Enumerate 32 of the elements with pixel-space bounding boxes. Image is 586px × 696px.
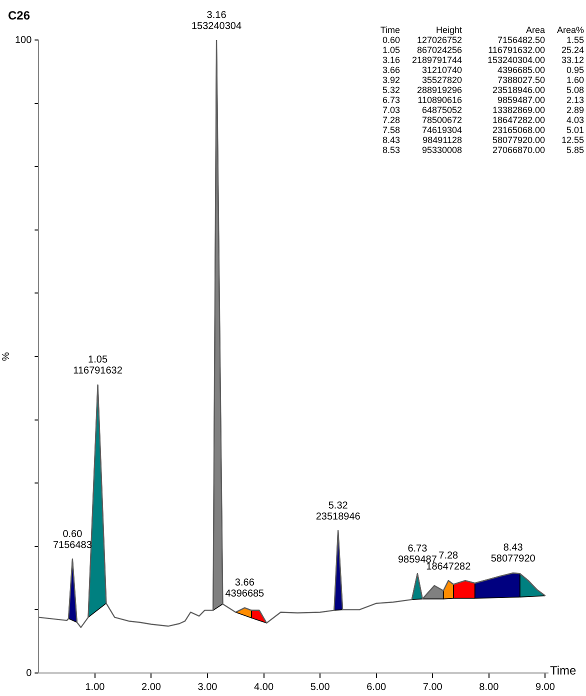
text: 3.66 31210740 4396685.00 0.95 [382, 64, 584, 75]
text: 7.28 78500672 18647282.00 4.03 [382, 114, 584, 125]
text: 1.05 867024256 116791632.00 25.24 [382, 44, 584, 55]
text: 6.73 110890616 9859487.00 2.13 [382, 94, 584, 105]
text: 8.43 98491128 58077920.00 12.55 [382, 134, 584, 145]
text: 0.60 127026752 7156482.50 1.55 [382, 34, 584, 45]
text: 7.03 64875052 13382869.00 2.89 [382, 104, 584, 115]
annotation: 1.05 116791632 [73, 354, 123, 377]
x-tick-label: 5.00 [310, 682, 330, 693]
x-tick-label: 1.00 [85, 682, 106, 693]
text: 3.16 2189791744 153240304.00 33.12 [382, 54, 584, 65]
x-axis-title: Time [550, 663, 577, 678]
text: 3.92 35527820 7388027.50 1.60 [382, 74, 584, 85]
y-tick-label: 0 [26, 668, 32, 679]
x-tick-label: 6.00 [366, 682, 387, 693]
text: Time Height Area Area% [380, 24, 584, 35]
text: 5.32 288919296 23518946.00 5.08 [382, 84, 584, 95]
x-tick-label: 4.00 [254, 682, 274, 693]
annotation: 5.32 23518946 [316, 500, 361, 522]
x-tick-label: 8.00 [479, 682, 500, 693]
x-tick-label: 2.00 [142, 682, 162, 693]
annotation: 3.16 153240304 [191, 10, 242, 32]
y-tick-label: 100 [14, 34, 32, 46]
x-tick-label: 9.00 [535, 682, 556, 693]
text: 8.53 95330008 27066870.00 5.85 [382, 144, 584, 155]
chart-title: C26 [8, 8, 30, 22]
annotation: 3.66 4396685 [225, 578, 265, 600]
text: 7.58 74619304 23165068.00 5.01 [382, 124, 584, 135]
x-tick-label: 3.00 [198, 682, 218, 693]
y-axis-title: % [0, 352, 12, 361]
annotation: 8.43 58077920 [490, 542, 536, 565]
x-tick-label: 7.00 [422, 682, 443, 693]
